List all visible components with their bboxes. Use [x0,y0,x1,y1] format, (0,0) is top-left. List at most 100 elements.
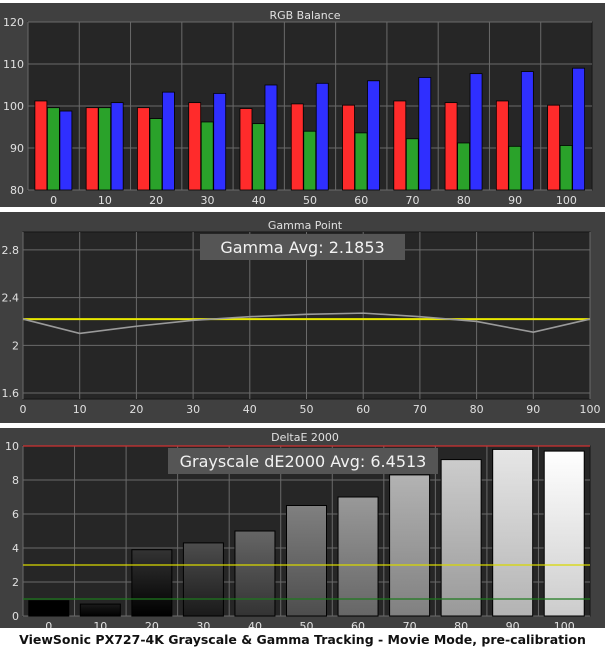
rgb-bar-blue [213,93,227,191]
deltae-xtick-label: 70 [403,620,417,628]
gamma-xtick-label: 100 [580,403,601,416]
gamma-xtick-label: 70 [413,403,427,416]
rgb-xtick-label: 70 [406,194,420,207]
rgb-bar-red [444,102,458,191]
deltae-bar [28,600,70,617]
deltae-xtick-label: 10 [93,620,107,628]
gamma-avg-box [200,234,405,260]
deltae-ytick-label: 6 [12,508,19,521]
rgb-bar-green [200,121,214,191]
rgb-bar-red [290,103,304,191]
rgb-bar-blue [264,84,278,191]
rgb-xtick-label: 50 [303,194,317,207]
rgb-bar-red [547,104,561,191]
gamma-ytick-label: 2.8 [2,244,20,257]
rgb-xtick-label: 60 [354,194,368,207]
rgb-xtick-label: 30 [200,194,214,207]
deltae-ytick-label: 8 [12,474,19,487]
deltae-ytick-label: 4 [12,542,19,555]
deltae-bar [337,496,379,617]
rgb-bar-green [457,142,470,191]
rgb-ytick-label: 90 [10,142,24,155]
deltae-xtick-label: 80 [454,620,468,628]
deltae-bar [543,450,585,617]
rgb-ytick-label: 80 [10,184,24,197]
rgb-bar-red [393,100,407,191]
rgb-bar-green [508,145,522,191]
deltae-bar [131,549,173,617]
rgb-bar-red [495,100,509,191]
rgb-bar-green [46,107,60,191]
rgb-bar-green [98,107,112,191]
rgb-bar-green [405,138,419,191]
rgb-bar-blue [59,110,73,191]
rgb-bar-red [188,102,202,191]
deltae-xtick-label: 20 [145,620,159,628]
gamma-ytick-label: 2.4 [2,292,20,305]
rgb-xtick-label: 90 [508,194,522,207]
rgb-xtick-label: 0 [50,194,57,207]
rgb-bar-red [342,104,355,191]
deltae-title: DeltaE 2000 [271,431,339,444]
rgb-bar-red [34,100,48,191]
gamma-xtick-label: 10 [73,403,87,416]
gamma-xtick-label: 50 [300,403,314,416]
rgb-balance-title: RGB Balance [269,9,340,22]
rgb-bar-green [354,132,368,191]
rgb-bar-green [252,123,265,191]
gamma-xtick-label: 90 [526,403,540,416]
rgb-bar-blue [572,67,586,191]
rgb-bar-blue [418,77,432,191]
deltae-ytick-label: 10 [5,440,19,453]
rgb-bar-red [137,107,150,191]
deltae-xtick-label: 100 [554,620,575,628]
deltae-xtick-label: 30 [196,620,210,628]
gamma-ytick-label: 2 [12,339,19,352]
gamma-xtick-label: 30 [186,403,200,416]
deltae-avg-box [168,448,438,474]
rgb-bar-blue [110,102,124,191]
gamma-xtick-label: 80 [470,403,484,416]
rgb-bar-blue [469,73,483,191]
rgb-ytick-label: 110 [3,58,24,71]
rgb-xtick-label: 20 [149,194,163,207]
deltae-xtick-label: 0 [45,620,52,628]
rgb-xtick-label: 40 [252,194,266,207]
rgb-bar-blue [367,80,380,191]
gamma-xtick-label: 0 [20,403,27,416]
gamma-measured-line [22,312,591,335]
deltae-bar [492,448,534,617]
deltae-bar [234,530,276,617]
rgb-bar-green [149,118,163,191]
gamma-xtick-label: 40 [243,403,257,416]
gamma-avg-label: Gamma Avg: 2.1853 [220,238,384,257]
deltae-bar [182,542,224,617]
gamma-title: Gamma Point [268,219,343,232]
deltae-bar [286,505,327,617]
gamma-xtick-label: 20 [129,403,143,416]
gamma-xtick-label: 60 [356,403,370,416]
deltae-xtick-label: 50 [300,620,314,628]
gamma-ytick-label: 1.6 [2,387,20,400]
rgb-xtick-label: 10 [98,194,112,207]
rgb-xtick-label: 100 [556,194,577,207]
deltae-avg-label: Grayscale dE2000 Avg: 6.4513 [180,452,427,471]
rgb-bar-green [303,130,317,191]
deltae-xtick-label: 90 [506,620,520,628]
deltae-xtick-label: 60 [351,620,365,628]
rgb-bar-red [239,108,253,191]
rgb-ytick-label: 120 [3,16,24,29]
deltae-bar [389,474,431,617]
rgb-bar-green [559,145,573,191]
deltae-ytick-label: 0 [12,610,19,623]
deltae-xtick-label: 40 [248,620,262,628]
rgb-xtick-label: 80 [457,194,471,207]
rgb-bar-blue [520,71,534,191]
figure-caption: ViewSonic PX727-4K Grayscale & Gamma Tra… [19,632,586,647]
deltae-bar [440,459,482,617]
rgb-bar-blue [162,91,175,191]
rgb-bar-red [85,107,99,191]
deltae-bar [79,603,121,617]
